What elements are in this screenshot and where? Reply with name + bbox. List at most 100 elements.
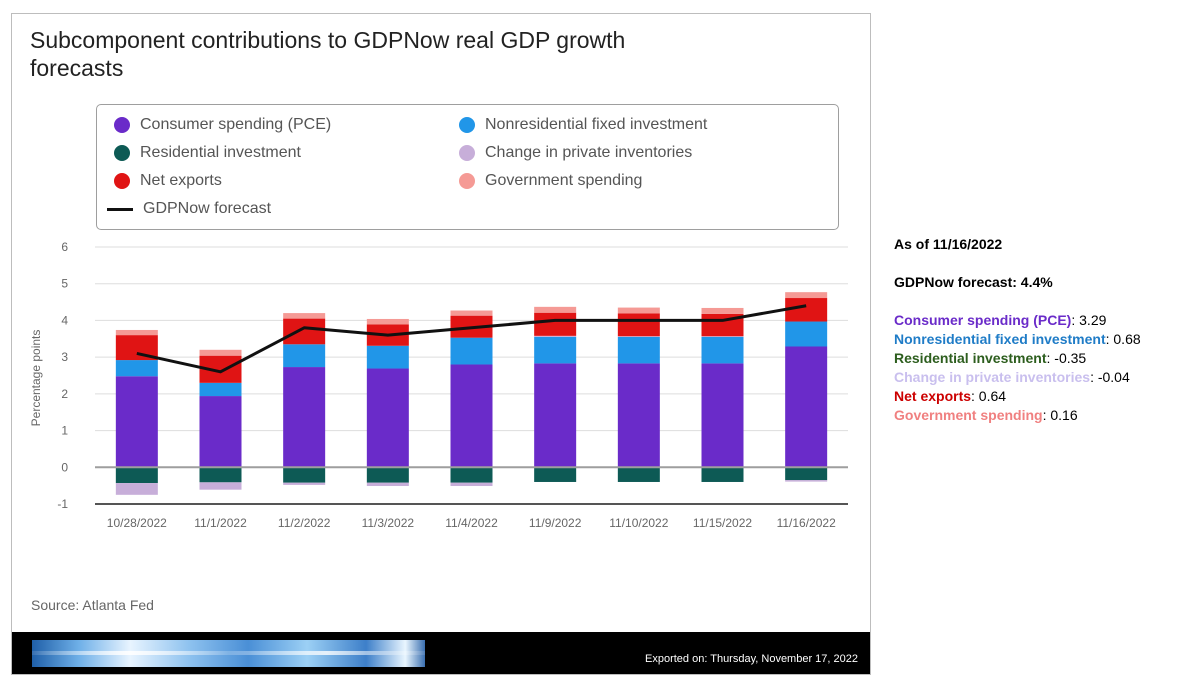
bar-segment [450, 482, 493, 487]
bar-segment [199, 349, 242, 356]
bar-segment [617, 313, 660, 337]
bar-segment [199, 396, 242, 468]
bar-segment [115, 329, 158, 336]
bar-segment [701, 336, 744, 337]
component-row: Nonresidential fixed investment: 0.68 [894, 330, 1189, 349]
bar-segment [534, 335, 577, 337]
bar-segment [366, 318, 409, 325]
bar-segment [534, 336, 577, 364]
component-label: Government spending [894, 407, 1043, 423]
bar-segment [785, 480, 828, 482]
component-row: Consumer spending (PCE): 3.29 [894, 311, 1189, 330]
x-tick-label: 11/3/2022 [362, 516, 415, 530]
y-tick-label: 5 [61, 277, 68, 291]
legend-label: Consumer spending (PCE) [140, 116, 332, 133]
bar-segment [617, 336, 660, 337]
bar-segment [534, 363, 577, 468]
component-label: Change in private inventories [894, 369, 1091, 385]
chart-legend: Consumer spending (PCE) Nonresidential f… [96, 104, 839, 230]
bar-segment [115, 376, 158, 468]
component-row: Residential investment: -0.35 [894, 349, 1189, 368]
y-tick-label: 3 [61, 350, 68, 364]
bar-segment [534, 312, 577, 336]
chart-title: Subcomponent contributions to GDPNow rea… [30, 27, 626, 81]
x-tick-label: 11/9/2022 [529, 516, 582, 530]
legend-label: Government spending [485, 172, 643, 189]
axes: 6 5 4 3 2 1 0 -1 10/28/2022 11/1/2022 11/2/2022 11/… [57, 240, 848, 530]
bar-segment [115, 467, 158, 484]
bar-segment [617, 363, 660, 468]
component-label: Consumer spending (PCE) [894, 312, 1072, 328]
bar-segment [785, 321, 828, 347]
legend-dot-icon [459, 117, 475, 133]
y-tick-label: 2 [61, 387, 68, 401]
x-tick-label: 10/28/2022 [107, 516, 167, 530]
legend-dot-icon [114, 145, 130, 161]
as-of-date: As of 11/16/2022 [894, 236, 1003, 252]
component-label: Residential investment [894, 350, 1047, 366]
bar-segment [366, 368, 409, 468]
component-row: Net exports: 0.64 [894, 387, 1189, 406]
bar-segment [701, 363, 744, 468]
y-tick-label: 0 [61, 460, 68, 474]
forecast-value: GDPNow forecast: 4.4% [894, 274, 1053, 290]
exported-date: Exported on: Thursday, November 17, 2022 [645, 653, 858, 665]
bar-segment [785, 292, 828, 299]
bar-segment [450, 310, 493, 316]
x-tick-label: 11/2/2022 [278, 516, 331, 530]
x-tick-label: 11/1/2022 [194, 516, 247, 530]
bar-segment [534, 306, 577, 313]
bar-segment [450, 467, 493, 483]
legend-line-icon [107, 208, 133, 211]
plot-area: 6 5 4 3 2 1 0 -1 10/28/2022 11/1/2022 11/2/2022 11/… [29, 240, 848, 530]
bar-segment [534, 467, 577, 482]
forecast-line [136, 304, 807, 374]
legend-label: Change in private inventories [485, 144, 693, 161]
bar-segment [115, 483, 158, 495]
bar-segment [450, 337, 493, 365]
legend-dot-icon [114, 117, 130, 133]
bar-segment [199, 382, 242, 397]
bar-segment [366, 467, 409, 483]
legend-label: Nonresidential fixed investment [485, 116, 708, 133]
bar-segment [785, 346, 828, 468]
x-tick-label: 11/15/2022 [693, 516, 752, 530]
legend-dot-icon [459, 173, 475, 189]
y-tick-label: -1 [57, 497, 68, 511]
bar-segment [785, 298, 828, 322]
bar-segment [617, 467, 660, 482]
bar-segment [283, 467, 326, 483]
component-label: Nonresidential fixed investment [894, 331, 1106, 347]
component-row: Government spending: 0.16 [894, 406, 1189, 425]
banner-image [32, 640, 425, 667]
y-tick-label: 6 [61, 240, 68, 254]
source-note: Source: Atlanta Fed [31, 597, 154, 613]
component-value: : -0.35 [1046, 350, 1087, 366]
bar-segment [283, 367, 326, 468]
export-footer: Exported on: Thursday, November 17, 2022 [12, 632, 870, 674]
bar-segment [617, 307, 660, 314]
x-tick-label: 11/16/2022 [777, 516, 836, 530]
bar-segment [701, 467, 744, 482]
y-tick-label: 1 [61, 424, 68, 438]
legend-label: Net exports [140, 172, 222, 189]
bar-segment [701, 307, 744, 314]
component-value: : -0.04 [1090, 369, 1130, 385]
bar-segment [366, 345, 409, 369]
bar-segment [701, 336, 744, 364]
bar-segment [617, 336, 660, 364]
bar-segment [115, 360, 158, 377]
legend-dot-icon [114, 173, 130, 189]
side-panel: As of 11/16/2022 GDPNow forecast: 4.4% C… [894, 235, 1189, 425]
legend-label: Residential investment [140, 144, 301, 161]
bar-segment [450, 364, 493, 468]
y-axis-label: Percentage points [29, 330, 43, 427]
component-value: : 3.29 [1071, 312, 1107, 328]
bar-segment [283, 313, 326, 319]
component-label: Net exports [894, 388, 972, 404]
bar-segment [283, 482, 326, 485]
bar-segment [283, 318, 326, 345]
legend-label: GDPNow forecast [143, 200, 272, 217]
component-row: Change in private inventories: -0.04 [894, 368, 1189, 387]
bar-segment [785, 467, 828, 481]
